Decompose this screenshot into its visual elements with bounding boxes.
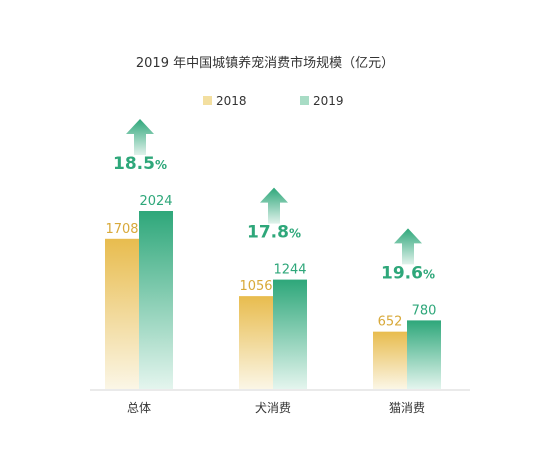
growth-label-1: 17.8% [247, 223, 301, 243]
chart-title: 2019 年中国城镇养宠消费市场规模（亿元） [136, 55, 394, 71]
growth-arrow-icon [126, 119, 154, 155]
legend-label-2019: 2019 [313, 94, 344, 108]
legend-item-2018: 2018 [203, 94, 247, 108]
growth-arrow-icon [260, 187, 288, 224]
bar-2018-0 [105, 238, 139, 389]
value-label-2018-1: 1056 [239, 279, 272, 294]
bar-2018-2 [373, 331, 407, 389]
category-label-1: 犬消费 [255, 401, 291, 415]
value-label-2019-2: 780 [412, 303, 437, 318]
bar-2018-1 [239, 296, 273, 389]
legend-swatch-2018 [203, 96, 212, 105]
value-label-2018-0: 1708 [105, 222, 138, 237]
value-label-2019-1: 1244 [273, 263, 306, 278]
bar-2019-1 [273, 279, 307, 389]
legend-swatch-2019 [300, 96, 309, 105]
growth-arrow-icon [394, 228, 422, 265]
bar-2019-0 [139, 211, 173, 389]
bar-2019-2 [407, 320, 441, 389]
category-label-0: 总体 [127, 401, 151, 415]
legend-item-2019: 2019 [300, 94, 344, 108]
category-label-2: 猫消费 [389, 401, 425, 415]
value-label-2018-2: 652 [378, 315, 403, 330]
legend: 2018 2019 [203, 94, 344, 108]
bars-layer [105, 211, 441, 389]
value-label-2019-0: 2024 [139, 194, 172, 209]
growth-label-2: 19.6% [381, 263, 435, 283]
legend-label-2018: 2018 [216, 94, 247, 108]
growth-label-0: 18.5% [113, 154, 167, 174]
growth-layer: 18.5% 17.8% 19.6% [113, 119, 435, 283]
category-labels-layer: 总体 犬消费 猫消费 [127, 401, 425, 415]
